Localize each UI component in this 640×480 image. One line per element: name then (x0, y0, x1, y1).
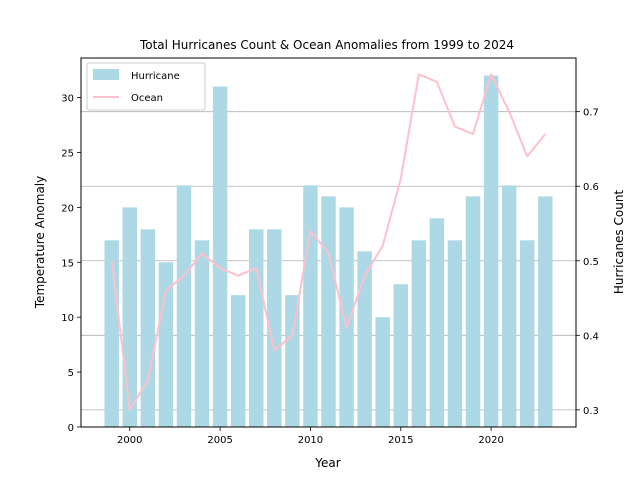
y-right-tick-label-2: 0.5 (583, 257, 599, 268)
y-left-tick-label-20: 20 (61, 203, 74, 214)
chart-title: Total Hurricanes Count & Ocean Anomalies… (139, 38, 514, 52)
y-left-tick-label-15: 15 (61, 258, 74, 269)
bar-2003 (176, 185, 192, 427)
bar-2007 (249, 229, 264, 427)
bar-2010 (303, 185, 318, 427)
bar-2001 (140, 229, 156, 427)
x-axis: 2000 2005 2010 2015 2020 (117, 427, 504, 446)
x-tick-label-2015: 2015 (388, 435, 413, 446)
bar-2011 (321, 196, 336, 427)
bar-2015 (393, 284, 408, 427)
y-right-tick-label-1: 0.4 (583, 331, 599, 342)
bar-2018 (447, 240, 463, 427)
bar-2009 (285, 295, 300, 427)
x-tick-label-2005: 2005 (207, 435, 232, 446)
y-axis-left-label: Temperature Anomaly (33, 176, 47, 309)
bar-2021 (501, 185, 517, 427)
bars (104, 75, 553, 428)
y-axis-right-label: Hurricanes Count (612, 190, 626, 295)
legend-swatch-hurricane (93, 69, 119, 80)
y-right-tick-label-3: 0.6 (583, 182, 599, 193)
x-axis-label: Year (314, 456, 340, 470)
ocean-series-line (110, 73, 547, 411)
bar-2019 (465, 196, 481, 427)
ocean-line (110, 73, 547, 411)
y-left-tick-label-5: 5 (68, 368, 74, 379)
bar-2012 (339, 207, 354, 427)
x-tick-label-2000: 2000 (117, 435, 142, 446)
legend-label-hurricane: Hurricane (131, 71, 180, 82)
bar-2017 (429, 218, 445, 427)
plot-frame (80, 57, 577, 428)
bar-2014 (375, 317, 390, 427)
legend-label-ocean: Ocean (131, 93, 163, 104)
bar-2013 (357, 251, 372, 427)
y-right-tick-label-0: 0.3 (583, 406, 599, 417)
bar-2022 (519, 240, 535, 427)
bar-2023 (538, 196, 553, 427)
bar-2005 (212, 86, 228, 427)
bar-2016 (411, 240, 427, 427)
y-axis-right: 0.3 0.4 0.5 0.6 0.7 (576, 108, 599, 417)
y-left-tick-label-10: 10 (61, 313, 74, 324)
y-right-tick-label-4: 0.7 (583, 108, 599, 119)
y-axis-left: 0 5 10 15 20 25 30 (61, 94, 81, 434)
x-tick-label-2020: 2020 (478, 435, 503, 446)
bar-2000 (122, 207, 138, 427)
bar-2008 (267, 229, 282, 427)
y-left-tick-label-25: 25 (61, 148, 74, 159)
y-left-tick-label-30: 30 (61, 94, 74, 105)
bar-2006 (230, 295, 246, 427)
bar-2004 (194, 240, 210, 427)
legend: Hurricane Ocean (86, 62, 206, 111)
bar-2020 (483, 75, 499, 428)
y-left-tick-label-0: 0 (68, 423, 74, 434)
x-tick-label-2010: 2010 (298, 435, 323, 446)
